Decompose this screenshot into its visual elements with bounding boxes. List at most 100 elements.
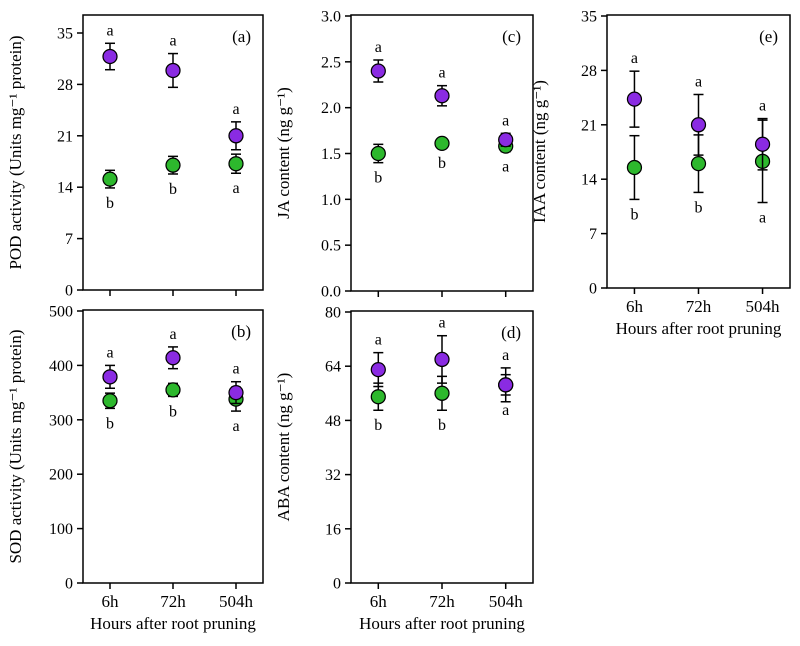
data-point-purple (228, 128, 244, 144)
panel-e-group: 0 7 14 21 28 35 IAA content (ng g⁻¹) 6h 72h 504h H… (530, 9, 791, 338)
x-tick-label: 504h (746, 297, 781, 316)
x-axis-title: Hours after root pruning (616, 319, 782, 338)
y-tick-label: 200 (49, 467, 73, 484)
y-tick-label: 0 (65, 576, 73, 593)
x-axis-title: Hours after root pruning (359, 614, 525, 633)
data-point-purple (370, 63, 386, 79)
data-point-green (370, 145, 386, 162)
data-point-green (626, 159, 643, 176)
sig-letter-purple: a (169, 33, 176, 50)
y-axis-title: ABA content (ng g⁻¹) (274, 373, 293, 522)
y-tick-label: 2.5 (321, 54, 341, 71)
y-tick-label: 48 (325, 413, 341, 430)
y-tick-label: 2.0 (321, 100, 341, 117)
y-tick-label: 7 (65, 231, 73, 248)
sig-letter-purple: a (631, 50, 638, 67)
sig-letter-purple: a (232, 361, 239, 378)
y-tick-label: 7 (589, 226, 597, 243)
x-tick-label: 6h (370, 592, 388, 611)
sig-letter-green: a (232, 418, 239, 435)
data-point-purple (102, 48, 118, 65)
sig-letter-purple: a (106, 22, 113, 39)
y-axis-title: JA content (ng g⁻¹) (274, 87, 293, 219)
x-tick-label: 72h (160, 592, 186, 611)
sig-letter-purple: a (502, 347, 509, 364)
y-tick-label: 14 (581, 172, 597, 189)
data-point-purple (370, 361, 386, 378)
y-tick-label: 0.0 (321, 284, 341, 301)
data-point-purple (165, 350, 181, 366)
sig-letter-purple: a (502, 112, 509, 129)
y-axis-title: SOD activity (Units mg⁻¹ protein) (6, 329, 25, 563)
y-tick-label: 1.5 (321, 146, 341, 163)
sig-letter-purple: a (375, 39, 382, 56)
sig-letter-green: b (438, 417, 446, 434)
data-point-green (434, 135, 450, 152)
y-tick-label: 64 (325, 359, 341, 376)
data-point-purple (690, 117, 707, 133)
data-point-purple (102, 369, 118, 385)
y-tick-label: 28 (581, 63, 597, 80)
y-tick-label: 35 (581, 9, 597, 26)
panel-label: (b) (231, 322, 251, 341)
sig-letter-green: a (232, 180, 239, 197)
x-tick-label: 504h (219, 592, 254, 611)
y-tick-label: 21 (57, 128, 73, 145)
sig-letter-purple: a (169, 326, 176, 343)
x-tick-label: 72h (429, 592, 455, 611)
sig-letter-green: a (759, 210, 766, 227)
panel-label: (e) (759, 27, 778, 46)
y-tick-label: 1.0 (321, 192, 341, 209)
data-point-green (102, 171, 118, 187)
x-tick-label: 6h (626, 297, 644, 316)
data-point-green (228, 156, 244, 172)
data-point-purple (228, 384, 244, 401)
panel-a-group: 0 7 14 21 28 35 POD activity (Units mg⁻¹ prote… (6, 14, 264, 300)
data-point-purple (498, 132, 514, 148)
data-point-purple (754, 136, 771, 152)
data-point-purple (498, 377, 514, 393)
panel-label: (a) (232, 27, 251, 46)
sig-letter-green: b (169, 181, 177, 198)
sig-letter-green: a (502, 402, 509, 419)
panel-c-group: 0.0 0.5 1.0 1.5 2.0 2.5 3.0 JA content (ng g⁻¹)… (274, 9, 534, 301)
sig-letter-purple: a (375, 332, 382, 349)
y-tick-label: 21 (581, 117, 597, 134)
sig-letter-purple: a (695, 73, 702, 90)
y-axis-title: POD activity (Units mg⁻¹ protein) (6, 35, 25, 269)
sig-letter-green: b (169, 403, 177, 420)
data-point-green (102, 393, 118, 409)
sig-letter-purple: a (438, 315, 445, 332)
y-tick-label: 16 (325, 521, 341, 538)
y-tick-label: 14 (57, 180, 73, 197)
sig-letter-purple: a (106, 344, 113, 361)
y-tick-label: 35 (57, 26, 73, 43)
y-tick-label: 80 (325, 305, 341, 322)
panel-d-group: 0 16 32 48 64 80 ABA content (ng g⁻¹) 6h 72h 504h… (274, 305, 534, 633)
y-tick-label: 28 (57, 77, 73, 94)
sig-letter-green: b (438, 155, 446, 172)
sig-letter-purple: a (759, 98, 766, 115)
y-tick-label: 0 (333, 576, 341, 593)
sig-letter-green: b (106, 195, 114, 212)
data-point-purple (165, 62, 181, 79)
sig-letter-green: b (374, 417, 382, 434)
data-point-green (690, 156, 707, 172)
panel-b-group: 0 100 200 300 400 500 SOD activity (Units mg⁻¹… (6, 304, 264, 633)
y-tick-label: 0 (589, 281, 597, 298)
panel-label: (c) (502, 27, 521, 46)
data-point-purple (434, 351, 450, 368)
x-axis-title: Hours after root pruning (90, 614, 256, 633)
sig-letter-green: b (695, 199, 703, 216)
data-point-green (434, 385, 450, 401)
y-tick-label: 3.0 (321, 9, 341, 26)
y-tick-label: 400 (49, 358, 73, 375)
data-point-purple (626, 91, 643, 107)
sig-letter-green: b (106, 415, 114, 432)
panel-label: (d) (501, 323, 521, 342)
data-point-purple (434, 88, 450, 104)
x-tick-label: 72h (686, 297, 712, 316)
sig-letter-purple: a (232, 101, 239, 118)
data-point-green (370, 389, 386, 405)
